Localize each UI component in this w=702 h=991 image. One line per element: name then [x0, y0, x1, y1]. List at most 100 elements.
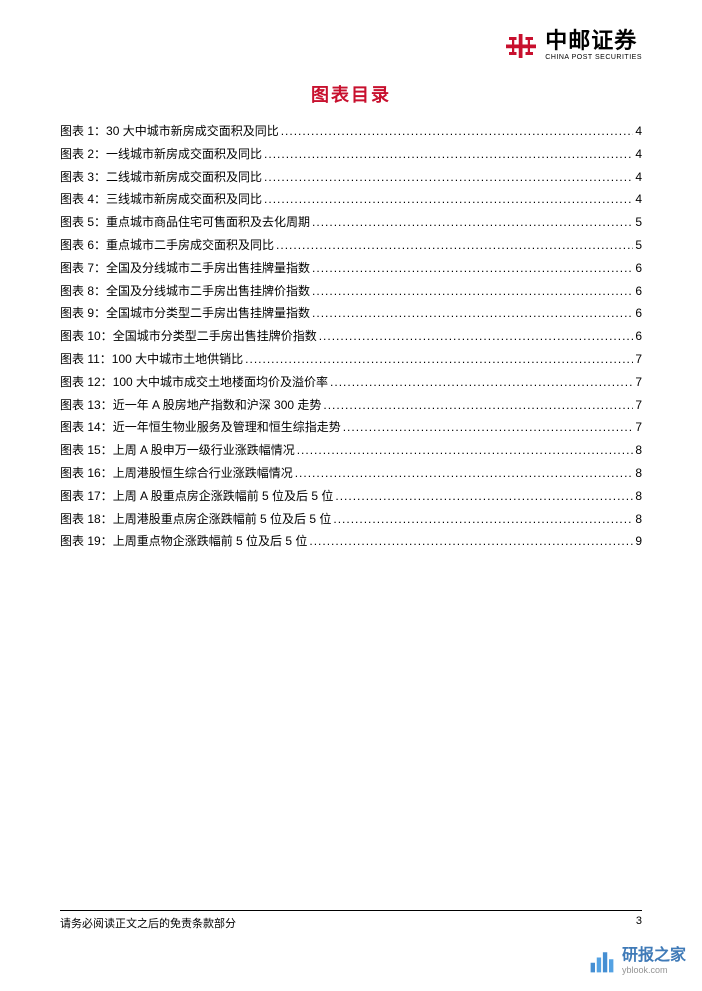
toc-entry: 图表 1：30 大中城市新房成交面积及同比4 — [60, 123, 642, 140]
toc-entry-page: 8 — [635, 442, 642, 459]
toc-entry: 图表 4：三线城市新房成交面积及同比4 — [60, 191, 642, 208]
toc-entry-desc: 全国及分线城市二手房出售挂牌量指数 — [106, 260, 310, 277]
logo: 中邮证券 CHINA POST SECURITIES — [503, 30, 642, 61]
toc-entry-page: 7 — [635, 419, 642, 436]
header: 中邮证券 CHINA POST SECURITIES — [60, 30, 642, 61]
toc-entry-desc: 三线城市新房成交面积及同比 — [106, 191, 262, 208]
toc-entry-page: 6 — [635, 260, 642, 277]
toc-entry: 图表 8：全国及分线城市二手房出售挂牌价指数6 — [60, 283, 642, 300]
table-of-contents: 图表 1：30 大中城市新房成交面积及同比4图表 2：一线城市新房成交面积及同比… — [60, 123, 642, 550]
toc-entry-page: 8 — [635, 511, 642, 528]
toc-entry-desc: 100 大中城市成交土地楼面均价及溢价率 — [113, 374, 328, 391]
toc-leader-dots — [319, 328, 634, 345]
watermark-chart-icon — [588, 947, 616, 975]
toc-entry-label: 图表 1： — [60, 123, 106, 140]
toc-entry-page: 4 — [635, 169, 642, 186]
logo-cn: 中邮证券 — [545, 30, 642, 52]
toc-leader-dots — [312, 260, 633, 277]
toc-entry-label: 图表 19： — [60, 533, 113, 550]
toc-leader-dots — [264, 191, 633, 208]
toc-entry-desc: 全国城市分类型二手房出售挂牌量指数 — [106, 305, 310, 322]
toc-entry-desc: 上周 A 股重点房企涨跌幅前 5 位及后 5 位 — [113, 488, 334, 505]
toc-entry-desc: 重点城市二手房成交面积及同比 — [106, 237, 274, 254]
toc-entry-label: 图表 13： — [60, 397, 113, 414]
toc-entry-label: 图表 6： — [60, 237, 106, 254]
watermark: 研报之家 yblook.com — [588, 947, 686, 975]
toc-entry: 图表 2：一线城市新房成交面积及同比 4 — [60, 146, 642, 163]
toc-leader-dots — [312, 305, 633, 322]
toc-entry-label: 图表 14： — [60, 419, 113, 436]
toc-entry-desc: 近一年 A 股房地产指数和沪深 300 走势 — [113, 397, 322, 414]
toc-leader-dots — [333, 511, 633, 528]
toc-entry: 图表 18：上周港股重点房企涨跌幅前 5 位及后 5 位8 — [60, 511, 642, 528]
toc-leader-dots — [245, 351, 633, 368]
toc-entry-label: 图表 2： — [60, 146, 106, 163]
china-post-logo-icon — [503, 32, 539, 60]
toc-entry: 图表 13：近一年 A 股房地产指数和沪深 300 走势 7 — [60, 397, 642, 414]
toc-entry-page: 7 — [635, 351, 642, 368]
toc-entry-label: 图表 3： — [60, 169, 106, 186]
toc-leader-dots — [281, 123, 634, 140]
toc-entry-page: 6 — [635, 283, 642, 300]
toc-entry-page: 9 — [635, 533, 642, 550]
toc-entry-label: 图表 17： — [60, 488, 113, 505]
toc-leader-dots — [276, 237, 633, 254]
toc-entry: 图表 12：100 大中城市成交土地楼面均价及溢价率 7 — [60, 374, 642, 391]
toc-leader-dots — [264, 146, 633, 163]
toc-entry: 图表 5：重点城市商品住宅可售面积及去化周期 5 — [60, 214, 642, 231]
toc-entry-page: 7 — [635, 397, 642, 414]
toc-entry-desc: 近一年恒生物业服务及管理和恒生综指走势 — [113, 419, 341, 436]
logo-en: CHINA POST SECURITIES — [545, 54, 642, 61]
toc-entry-page: 5 — [635, 214, 642, 231]
toc-entry-label: 图表 10： — [60, 328, 113, 345]
watermark-text: 研报之家 yblook.com — [622, 948, 686, 975]
watermark-cn: 研报之家 — [622, 948, 686, 964]
toc-entry: 图表 6：重点城市二手房成交面积及同比5 — [60, 237, 642, 254]
toc-entry-label: 图表 12： — [60, 374, 113, 391]
toc-entry-label: 图表 9： — [60, 305, 106, 322]
toc-entry: 图表 10：全国城市分类型二手房出售挂牌价指数 6 — [60, 328, 642, 345]
toc-entry-desc: 上周港股恒生综合行业涨跌幅情况 — [113, 465, 293, 482]
toc-entry: 图表 14：近一年恒生物业服务及管理和恒生综指走势 7 — [60, 419, 642, 436]
toc-leader-dots — [264, 169, 633, 186]
toc-leader-dots — [312, 283, 633, 300]
toc-entry-desc: 全国及分线城市二手房出售挂牌价指数 — [106, 283, 310, 300]
toc-entry: 图表 19：上周重点物企涨跌幅前 5 位及后 5 位 9 — [60, 533, 642, 550]
footer: 请务必阅读正文之后的免责条款部分 3 — [60, 910, 642, 931]
toc-entry-desc: 二线城市新房成交面积及同比 — [106, 169, 262, 186]
toc-entry-desc: 上周 A 股申万一级行业涨跌幅情况 — [113, 442, 295, 459]
toc-entry-label: 图表 18： — [60, 511, 113, 528]
footer-disclaimer: 请务必阅读正文之后的免责条款部分 — [60, 915, 236, 931]
toc-entry-label: 图表 11： — [60, 351, 112, 368]
toc-entry-page: 4 — [635, 146, 642, 163]
toc-entry-page: 8 — [635, 465, 642, 482]
toc-leader-dots — [323, 397, 633, 414]
watermark-en: yblook.com — [622, 966, 686, 975]
toc-entry: 图表 3：二线城市新房成交面积及同比 4 — [60, 169, 642, 186]
toc-entry-page: 6 — [635, 328, 642, 345]
toc-entry-desc: 一线城市新房成交面积及同比 — [106, 146, 262, 163]
toc-leader-dots — [343, 419, 634, 436]
logo-text: 中邮证券 CHINA POST SECURITIES — [545, 30, 642, 61]
toc-entry: 图表 7：全国及分线城市二手房出售挂牌量指数 6 — [60, 260, 642, 277]
toc-leader-dots — [297, 442, 634, 459]
toc-entry: 图表 17：上周 A 股重点房企涨跌幅前 5 位及后 5 位8 — [60, 488, 642, 505]
toc-entry-label: 图表 15： — [60, 442, 113, 459]
toc-entry-label: 图表 5： — [60, 214, 106, 231]
toc-entry-desc: 重点城市商品住宅可售面积及去化周期 — [106, 214, 310, 231]
toc-leader-dots — [312, 214, 633, 231]
toc-leader-dots — [309, 533, 633, 550]
toc-entry: 图表 15：上周 A 股申万一级行业涨跌幅情况 8 — [60, 442, 642, 459]
toc-entry-label: 图表 4： — [60, 191, 106, 208]
toc-entry-desc: 全国城市分类型二手房出售挂牌价指数 — [113, 328, 317, 345]
toc-leader-dots — [295, 465, 634, 482]
toc-entry: 图表 16：上周港股恒生综合行业涨跌幅情况8 — [60, 465, 642, 482]
toc-entry-desc: 30 大中城市新房成交面积及同比 — [106, 123, 279, 140]
toc-entry: 图表 11：100 大中城市土地供销比7 — [60, 351, 642, 368]
toc-entry-label: 图表 7： — [60, 260, 106, 277]
footer-page-number: 3 — [636, 915, 642, 931]
toc-entry-page: 6 — [635, 305, 642, 322]
toc-leader-dots — [335, 488, 633, 505]
toc-entry-desc: 上周重点物企涨跌幅前 5 位及后 5 位 — [113, 533, 308, 550]
toc-entry-page: 7 — [635, 374, 642, 391]
